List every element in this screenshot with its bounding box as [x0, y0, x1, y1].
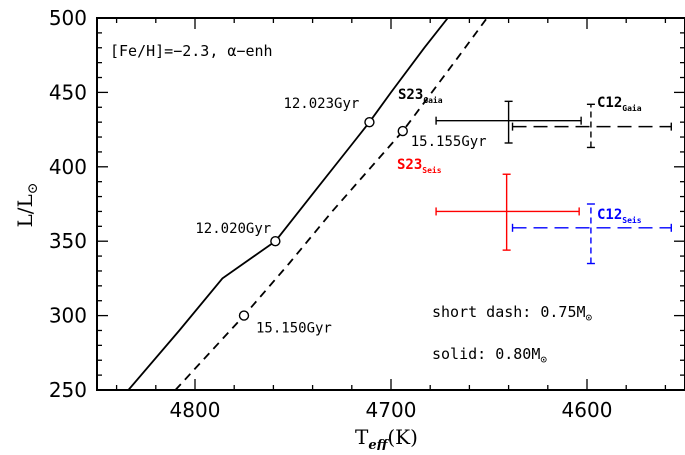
obs-label: S23Gaia [398, 87, 443, 105]
y-axis-title-sym: ⊙ [25, 182, 41, 194]
y-tick-label: 450 [49, 80, 87, 104]
x-axis-title: Teff(K) [355, 425, 418, 450]
legend-note-dash: short dash: 0.75M⊙ [432, 303, 592, 324]
plot-marks: 4800 4700 4600 250 300 350 400 450 500 12.023Gyr 1… [49, 6, 685, 422]
legend-note-solid: solid: 0.80M⊙ [432, 345, 547, 366]
legend-note-solid-text: solid: 0.80M [432, 345, 540, 363]
series-line-solid [127, 18, 449, 390]
legend-note-dash-sym: ⊙ [586, 311, 593, 324]
y-tick-label: 250 [49, 378, 87, 402]
age-marker [397, 125, 408, 137]
y-axis-title-main: L/L [13, 194, 37, 227]
obs-label: S23Seis [397, 157, 442, 175]
age-marker-label: 15.150Gyr [256, 321, 332, 337]
inset-text: [Fe/H]=−2.3, α−enh [110, 42, 273, 60]
age-marker [364, 116, 375, 128]
legend-note-solid-sym: ⊙ [540, 353, 547, 366]
x-tick-label: 4700 [366, 398, 417, 422]
obs-label: C12Gaia [597, 95, 642, 113]
y-tick-label: 300 [49, 304, 87, 328]
y-axis-title: L/L⊙ [13, 182, 41, 227]
series-line-dashed [174, 18, 488, 390]
legend-note-dash-text: short dash: 0.75M [432, 303, 586, 321]
x-tick-label: 4800 [170, 398, 221, 422]
age-marker-label: 15.155Gyr [411, 134, 487, 150]
y-tick-label: 400 [49, 155, 87, 179]
age-marker [238, 310, 250, 321]
age-marker-label: 12.020Gyr [195, 221, 271, 237]
y-tick-label: 500 [49, 6, 87, 30]
plot-frame [96, 17, 685, 391]
x-axis-title-sub: eff [368, 438, 389, 450]
obs-label: C12Seis [597, 207, 642, 225]
x-axis-title-main: T [355, 425, 369, 449]
x-axis-title-unit: (K) [387, 425, 418, 449]
age-marker-label: 12.023Gyr [283, 96, 359, 112]
y-tick-label: 350 [49, 229, 87, 253]
age-marker [270, 235, 281, 247]
x-tick-label: 4600 [562, 398, 613, 422]
